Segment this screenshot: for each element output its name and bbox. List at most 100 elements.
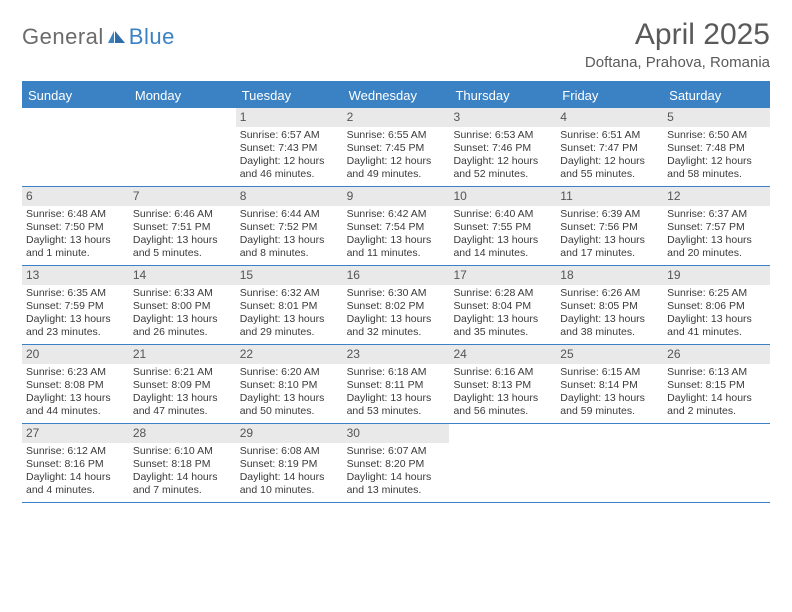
sunrise-text: Sunrise: 6:37 AM <box>667 208 766 221</box>
sunset-text: Sunset: 8:11 PM <box>347 379 446 392</box>
day-body: Sunrise: 6:15 AMSunset: 8:14 PMDaylight:… <box>556 364 663 423</box>
day-number: 26 <box>663 345 770 364</box>
day-body: Sunrise: 6:33 AMSunset: 8:00 PMDaylight:… <box>129 285 236 344</box>
daylight-text: Daylight: 13 hours and 32 minutes. <box>347 313 446 339</box>
day-number: 9 <box>343 187 450 206</box>
day-number: 7 <box>129 187 236 206</box>
title-block: April 2025 Doftana, Prahova, Romania <box>585 18 770 71</box>
day-number: 19 <box>663 266 770 285</box>
day-body: Sunrise: 6:44 AMSunset: 7:52 PMDaylight:… <box>236 206 343 265</box>
calendar-day: 11Sunrise: 6:39 AMSunset: 7:56 PMDayligh… <box>556 187 663 265</box>
day-body: Sunrise: 6:57 AMSunset: 7:43 PMDaylight:… <box>236 127 343 186</box>
day-number: 22 <box>236 345 343 364</box>
sunrise-text: Sunrise: 6:28 AM <box>453 287 552 300</box>
sunrise-text: Sunrise: 6:15 AM <box>560 366 659 379</box>
calendar-day: 30Sunrise: 6:07 AMSunset: 8:20 PMDayligh… <box>343 424 450 502</box>
sunset-text: Sunset: 7:45 PM <box>347 142 446 155</box>
sunrise-text: Sunrise: 6:21 AM <box>133 366 232 379</box>
calendar-day: 17Sunrise: 6:28 AMSunset: 8:04 PMDayligh… <box>449 266 556 344</box>
sunset-text: Sunset: 8:14 PM <box>560 379 659 392</box>
daylight-text: Daylight: 13 hours and 47 minutes. <box>133 392 232 418</box>
logo-text-general: General <box>22 24 104 50</box>
sunrise-text: Sunrise: 6:26 AM <box>560 287 659 300</box>
sunset-text: Sunset: 7:51 PM <box>133 221 232 234</box>
dow-tuesday: Tuesday <box>236 83 343 108</box>
sunrise-text: Sunrise: 6:51 AM <box>560 129 659 142</box>
calendar-day: 3Sunrise: 6:53 AMSunset: 7:46 PMDaylight… <box>449 108 556 186</box>
calendar-day: 20Sunrise: 6:23 AMSunset: 8:08 PMDayligh… <box>22 345 129 423</box>
sunset-text: Sunset: 8:19 PM <box>240 458 339 471</box>
day-body: Sunrise: 6:32 AMSunset: 8:01 PMDaylight:… <box>236 285 343 344</box>
sunset-text: Sunset: 8:20 PM <box>347 458 446 471</box>
daylight-text: Daylight: 14 hours and 2 minutes. <box>667 392 766 418</box>
day-body: Sunrise: 6:40 AMSunset: 7:55 PMDaylight:… <box>449 206 556 265</box>
daylight-text: Daylight: 13 hours and 38 minutes. <box>560 313 659 339</box>
day-body: Sunrise: 6:53 AMSunset: 7:46 PMDaylight:… <box>449 127 556 186</box>
sunrise-text: Sunrise: 6:08 AM <box>240 445 339 458</box>
day-number: 24 <box>449 345 556 364</box>
day-number: 11 <box>556 187 663 206</box>
calendar-day: 13Sunrise: 6:35 AMSunset: 7:59 PMDayligh… <box>22 266 129 344</box>
day-body: Sunrise: 6:16 AMSunset: 8:13 PMDaylight:… <box>449 364 556 423</box>
daylight-text: Daylight: 14 hours and 4 minutes. <box>26 471 125 497</box>
daylight-text: Daylight: 14 hours and 13 minutes. <box>347 471 446 497</box>
sunrise-text: Sunrise: 6:10 AM <box>133 445 232 458</box>
day-number: 18 <box>556 266 663 285</box>
day-number: 2 <box>343 108 450 127</box>
day-number: 23 <box>343 345 450 364</box>
sunrise-text: Sunrise: 6:07 AM <box>347 445 446 458</box>
daylight-text: Daylight: 13 hours and 50 minutes. <box>240 392 339 418</box>
day-body: Sunrise: 6:26 AMSunset: 8:05 PMDaylight:… <box>556 285 663 344</box>
day-of-week-header: Sunday Monday Tuesday Wednesday Thursday… <box>22 83 770 108</box>
day-number: 5 <box>663 108 770 127</box>
sunrise-text: Sunrise: 6:40 AM <box>453 208 552 221</box>
calendar-day <box>449 424 556 502</box>
day-number: 15 <box>236 266 343 285</box>
sunrise-text: Sunrise: 6:23 AM <box>26 366 125 379</box>
day-body: Sunrise: 6:48 AMSunset: 7:50 PMDaylight:… <box>22 206 129 265</box>
day-number: 6 <box>22 187 129 206</box>
sunrise-text: Sunrise: 6:12 AM <box>26 445 125 458</box>
sunset-text: Sunset: 7:46 PM <box>453 142 552 155</box>
day-body: Sunrise: 6:39 AMSunset: 7:56 PMDaylight:… <box>556 206 663 265</box>
header: General Blue April 2025 Doftana, Prahova… <box>22 18 770 71</box>
calendar-day: 28Sunrise: 6:10 AMSunset: 8:18 PMDayligh… <box>129 424 236 502</box>
calendar-day: 7Sunrise: 6:46 AMSunset: 7:51 PMDaylight… <box>129 187 236 265</box>
calendar-day: 15Sunrise: 6:32 AMSunset: 8:01 PMDayligh… <box>236 266 343 344</box>
dow-thursday: Thursday <box>449 83 556 108</box>
calendar-day: 10Sunrise: 6:40 AMSunset: 7:55 PMDayligh… <box>449 187 556 265</box>
day-body: Sunrise: 6:10 AMSunset: 8:18 PMDaylight:… <box>129 443 236 502</box>
sunrise-text: Sunrise: 6:18 AM <box>347 366 446 379</box>
day-body: Sunrise: 6:51 AMSunset: 7:47 PMDaylight:… <box>556 127 663 186</box>
day-number: 27 <box>22 424 129 443</box>
day-body: Sunrise: 6:07 AMSunset: 8:20 PMDaylight:… <box>343 443 450 502</box>
calendar-day: 1Sunrise: 6:57 AMSunset: 7:43 PMDaylight… <box>236 108 343 186</box>
sunrise-text: Sunrise: 6:33 AM <box>133 287 232 300</box>
daylight-text: Daylight: 13 hours and 26 minutes. <box>133 313 232 339</box>
sunrise-text: Sunrise: 6:35 AM <box>26 287 125 300</box>
calendar-week: 27Sunrise: 6:12 AMSunset: 8:16 PMDayligh… <box>22 424 770 503</box>
dow-saturday: Saturday <box>663 83 770 108</box>
sunset-text: Sunset: 8:16 PM <box>26 458 125 471</box>
day-number: 3 <box>449 108 556 127</box>
sunrise-text: Sunrise: 6:30 AM <box>347 287 446 300</box>
day-number: 1 <box>236 108 343 127</box>
day-body: Sunrise: 6:25 AMSunset: 8:06 PMDaylight:… <box>663 285 770 344</box>
day-body: Sunrise: 6:42 AMSunset: 7:54 PMDaylight:… <box>343 206 450 265</box>
day-body: Sunrise: 6:13 AMSunset: 8:15 PMDaylight:… <box>663 364 770 423</box>
day-body: Sunrise: 6:12 AMSunset: 8:16 PMDaylight:… <box>22 443 129 502</box>
sunset-text: Sunset: 7:59 PM <box>26 300 125 313</box>
sunrise-text: Sunrise: 6:25 AM <box>667 287 766 300</box>
daylight-text: Daylight: 12 hours and 52 minutes. <box>453 155 552 181</box>
day-number: 10 <box>449 187 556 206</box>
sunset-text: Sunset: 8:05 PM <box>560 300 659 313</box>
calendar-day: 24Sunrise: 6:16 AMSunset: 8:13 PMDayligh… <box>449 345 556 423</box>
day-number: 14 <box>129 266 236 285</box>
daylight-text: Daylight: 13 hours and 20 minutes. <box>667 234 766 260</box>
dow-monday: Monday <box>129 83 236 108</box>
day-body: Sunrise: 6:50 AMSunset: 7:48 PMDaylight:… <box>663 127 770 186</box>
day-number: 30 <box>343 424 450 443</box>
day-body: Sunrise: 6:08 AMSunset: 8:19 PMDaylight:… <box>236 443 343 502</box>
daylight-text: Daylight: 13 hours and 17 minutes. <box>560 234 659 260</box>
sunset-text: Sunset: 8:18 PM <box>133 458 232 471</box>
